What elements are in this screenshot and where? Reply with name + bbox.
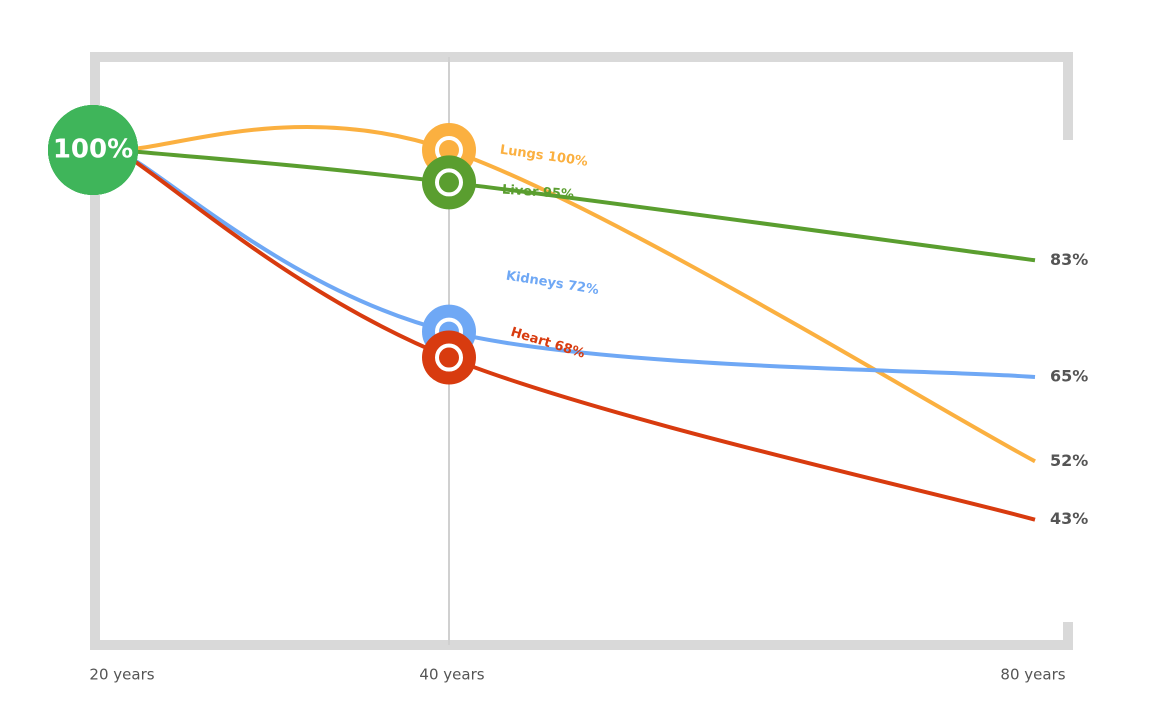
- x-tick-label: 40 years: [419, 666, 484, 684]
- series-line: [117, 148, 1036, 379]
- organ-marker: [422, 155, 476, 210]
- start-point: [48, 105, 138, 195]
- organ-icon: [435, 343, 463, 372]
- frame: [90, 52, 1073, 650]
- x-tick-label: 20 years: [89, 666, 154, 684]
- series-line: [116, 148, 1036, 522]
- series-line: [117, 124, 1036, 464]
- end-label: 83%: [1050, 250, 1088, 269]
- end-label: 52%: [1050, 451, 1088, 470]
- start-label: 100%: [53, 135, 133, 165]
- series-label: Lungs 100%: [499, 143, 589, 170]
- end-label: 43%: [1050, 509, 1088, 528]
- series-label: Kidneys 72%: [505, 269, 600, 298]
- start-marker: [48, 105, 138, 195]
- organ-icon: [435, 168, 463, 197]
- organ-marker: [422, 330, 476, 385]
- series-label: Liver 95%: [501, 183, 574, 203]
- end-label: 65%: [1050, 367, 1088, 386]
- series-line: [117, 148, 1036, 263]
- x-tick-label: 80 years: [1000, 666, 1065, 684]
